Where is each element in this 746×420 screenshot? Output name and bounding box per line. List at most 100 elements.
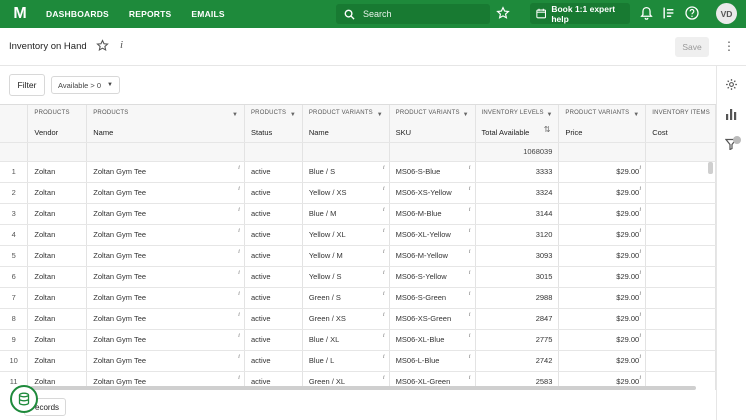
row-info-icon[interactable]: i — [382, 331, 385, 339]
column-menu-icon[interactable]: ▼ — [546, 112, 553, 118]
row-info-icon[interactable]: i — [468, 310, 471, 318]
column-header-variant-name[interactable]: PRODUCT VARIANTS Name ▼ — [302, 105, 390, 143]
cell-status[interactable]: active — [244, 266, 303, 288]
nav-emails[interactable]: EMAILS — [191, 9, 225, 19]
cell-product-name[interactable]: Zoltan Gym Tee i — [86, 350, 245, 372]
row-info-icon[interactable]: i — [639, 163, 642, 171]
help-icon[interactable] — [685, 6, 699, 20]
cell-total-available[interactable]: 2988 — [475, 287, 560, 309]
cell-status[interactable]: active — [244, 182, 303, 204]
sort-icon[interactable]: ⇅ — [543, 125, 551, 134]
cell-status[interactable]: active — [244, 287, 303, 309]
more-options-icon[interactable]: ⋮ — [723, 39, 735, 53]
row-info-icon[interactable]: i — [382, 352, 385, 360]
cell-status[interactable]: active — [244, 329, 303, 351]
cell-status[interactable]: active — [244, 224, 303, 246]
cell-vendor[interactable]: Zoltan — [27, 182, 88, 204]
row-info-icon[interactable]: i — [468, 205, 471, 213]
cell-total-available[interactable]: 3015 — [475, 266, 560, 288]
cell-cost[interactable] — [645, 308, 716, 330]
cell-total-available[interactable]: 3093 — [475, 245, 560, 267]
cell-product-name[interactable]: Zoltan Gym Tee i — [86, 371, 245, 390]
favorite-star-icon[interactable] — [96, 39, 109, 52]
cell-price[interactable]: $29.00 i — [558, 224, 647, 246]
cell-product-name[interactable]: Zoltan Gym Tee i — [86, 161, 245, 183]
cell-variant-name[interactable]: Blue / L i — [302, 350, 390, 372]
search-input[interactable] — [363, 9, 483, 19]
cell-vendor[interactable]: Zoltan — [27, 308, 88, 330]
row-info-icon[interactable]: i — [639, 310, 642, 318]
cell-cost[interactable] — [645, 371, 716, 390]
cell-price[interactable]: $29.00 i — [558, 287, 647, 309]
row-number[interactable]: 1 — [0, 161, 29, 183]
row-info-icon[interactable]: i — [468, 268, 471, 276]
column-header-sku[interactable]: PRODUCT VARIANTS SKU ▼ — [389, 105, 476, 143]
cell-price[interactable]: $29.00 i — [558, 266, 647, 288]
row-info-icon[interactable]: i — [382, 205, 385, 213]
vertical-scrollbar[interactable] — [708, 162, 713, 174]
row-info-icon[interactable]: i — [382, 268, 385, 276]
row-info-icon[interactable]: i — [468, 352, 471, 360]
table-row[interactable]: 9 Zoltan Zoltan Gym Tee i active Blue / XL i MS… — [0, 329, 716, 351]
cell-vendor[interactable]: Zoltan — [27, 266, 88, 288]
row-info-icon[interactable]: i — [639, 226, 642, 234]
cell-variant-name[interactable]: Green / XL i — [302, 371, 390, 390]
row-info-icon[interactable]: i — [639, 331, 642, 339]
cell-status[interactable]: active — [244, 350, 303, 372]
row-info-icon[interactable]: i — [639, 247, 642, 255]
cell-total-available[interactable]: 3144 — [475, 203, 560, 225]
info-icon[interactable]: i — [120, 39, 124, 51]
table-row[interactable]: 8 Zoltan Zoltan Gym Tee i active Green / XS i M… — [0, 308, 716, 330]
cell-total-available[interactable]: 3120 — [475, 224, 560, 246]
column-header-cost[interactable]: INVENTORY ITEMS Cost — [645, 105, 716, 143]
cell-vendor[interactable]: Zoltan — [27, 287, 88, 309]
cell-sku[interactable]: MS06-XS-Green i — [389, 308, 476, 330]
cell-cost[interactable] — [645, 161, 716, 183]
cell-variant-name[interactable]: Yellow / XS i — [302, 182, 390, 204]
row-info-icon[interactable]: i — [238, 268, 240, 276]
cell-vendor[interactable]: Zoltan — [27, 329, 88, 351]
cell-price[interactable]: $29.00 i — [558, 350, 647, 372]
row-number[interactable]: 5 — [0, 245, 29, 267]
cell-total-available[interactable]: 2847 — [475, 308, 560, 330]
cell-sku[interactable]: MS06-XS-Yellow i — [389, 182, 476, 204]
row-info-icon[interactable]: i — [468, 247, 471, 255]
row-info-icon[interactable]: i — [382, 226, 385, 234]
row-number[interactable]: 3 — [0, 203, 29, 225]
row-number[interactable]: 9 — [0, 329, 29, 351]
column-menu-icon[interactable]: ▼ — [376, 112, 383, 118]
cell-status[interactable]: active — [244, 371, 303, 390]
row-info-icon[interactable]: i — [639, 289, 642, 297]
cell-status[interactable]: active — [244, 161, 303, 183]
cell-cost[interactable] — [645, 245, 716, 267]
row-info-icon[interactable]: i — [468, 184, 471, 192]
cell-total-available[interactable]: 2742 — [475, 350, 560, 372]
cell-sku[interactable]: MS06-XL-Blue i — [389, 329, 476, 351]
column-header-status[interactable]: PRODUCTS Status ▼ — [244, 105, 303, 143]
search-box[interactable] — [336, 4, 490, 24]
cell-total-available[interactable]: 2775 — [475, 329, 560, 351]
row-info-icon[interactable]: i — [639, 268, 642, 276]
cell-vendor[interactable]: Zoltan — [27, 245, 88, 267]
cell-status[interactable]: active — [244, 203, 303, 225]
column-header-vendor[interactable]: PRODUCTS Vendor — [27, 105, 88, 143]
cell-cost[interactable] — [645, 350, 716, 372]
cell-price[interactable]: $29.00 i — [558, 161, 647, 183]
cell-price[interactable]: $29.00 i — [558, 182, 647, 204]
cell-variant-name[interactable]: Blue / M i — [302, 203, 390, 225]
cell-sku[interactable]: MS06-S-Blue i — [389, 161, 476, 183]
row-info-icon[interactable]: i — [238, 331, 240, 339]
row-info-icon[interactable]: i — [238, 226, 240, 234]
cell-total-available[interactable]: 2583 — [475, 371, 560, 390]
row-number[interactable]: 6 — [0, 266, 29, 288]
row-number[interactable]: 7 — [0, 287, 29, 309]
row-info-icon[interactable]: i — [238, 352, 240, 360]
cell-cost[interactable] — [645, 182, 716, 204]
cell-product-name[interactable]: Zoltan Gym Tee i — [86, 245, 245, 267]
cell-product-name[interactable]: Zoltan Gym Tee i — [86, 329, 245, 351]
row-info-icon[interactable]: i — [382, 289, 385, 297]
cell-variant-name[interactable]: Green / XS i — [302, 308, 390, 330]
